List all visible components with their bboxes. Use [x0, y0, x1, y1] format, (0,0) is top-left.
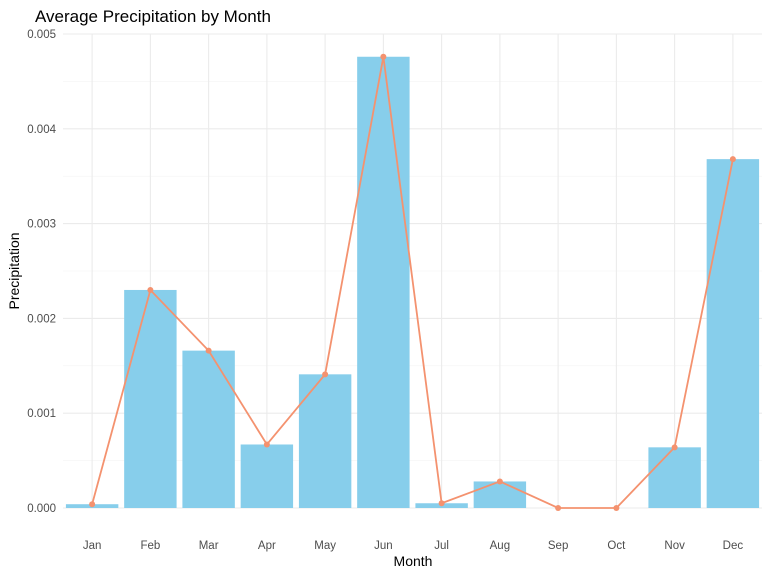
precipitation-line	[91, 56, 734, 509]
point-aug	[496, 478, 503, 485]
y-tick-label: 0.001	[27, 408, 56, 420]
bar-may	[298, 374, 352, 508]
x-tick-label: Jun	[374, 540, 393, 552]
point-jun	[380, 53, 387, 60]
point-jul	[438, 500, 445, 507]
x-tick-label: Feb	[140, 540, 160, 552]
point-oct	[613, 505, 620, 511]
y-tick-label: 0.004	[27, 124, 56, 136]
x-tick-label: Jul	[434, 540, 449, 552]
x-axis-ticks: Jan Feb Mar Apr May Jun Jul Aug Sep Oct Nov Dec	[83, 540, 743, 552]
x-tick-label: Sep	[548, 540, 568, 552]
point-feb	[147, 286, 154, 293]
bar-nov	[648, 447, 701, 508]
y-tick-label: 0.000	[27, 503, 56, 515]
point-nov	[671, 444, 678, 451]
x-axis-label: Month	[394, 553, 433, 569]
x-tick-label: Nov	[664, 540, 685, 552]
x-tick-label: May	[314, 540, 336, 552]
line-series	[89, 53, 736, 511]
y-tick-label: 0.003	[27, 219, 56, 231]
point-mar	[205, 347, 212, 354]
bar-apr	[240, 444, 294, 508]
bar-dec	[706, 159, 760, 509]
x-tick-label: Apr	[258, 540, 276, 552]
point-jan	[89, 501, 96, 508]
y-tick-label: 0.002	[27, 313, 56, 325]
bar-jun	[357, 56, 410, 508]
x-tick-label: Aug	[490, 540, 510, 552]
point-sep	[555, 505, 562, 511]
x-tick-label: Mar	[199, 540, 219, 552]
bar-series	[65, 56, 760, 509]
bar-feb	[124, 289, 177, 508]
y-tick-label: 0.005	[27, 29, 56, 41]
x-tick-label: Dec	[723, 540, 744, 552]
point-may	[322, 371, 329, 378]
y-axis-label: Precipitation	[6, 232, 22, 309]
chart-title: Average Precipitation by Month	[35, 7, 271, 26]
x-tick-label: Oct	[607, 540, 626, 552]
bar-mar	[182, 350, 235, 508]
y-axis-ticks: 0.000 0.001 0.002 0.003 0.004 0.005	[27, 29, 56, 515]
point-apr	[263, 441, 270, 448]
bar-aug	[473, 481, 527, 508]
point-dec	[729, 156, 736, 163]
x-tick-label: Jan	[83, 540, 102, 552]
